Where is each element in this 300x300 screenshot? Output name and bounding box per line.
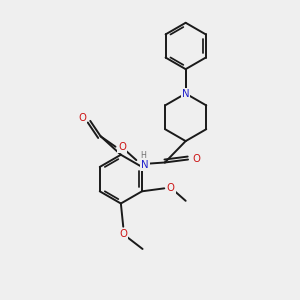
Text: N: N <box>141 160 149 170</box>
Text: N: N <box>182 88 190 98</box>
Text: O: O <box>78 113 86 123</box>
Text: H: H <box>140 151 146 160</box>
Text: O: O <box>192 154 200 164</box>
Text: O: O <box>119 229 127 239</box>
Text: O: O <box>167 183 175 193</box>
Text: O: O <box>118 142 126 152</box>
